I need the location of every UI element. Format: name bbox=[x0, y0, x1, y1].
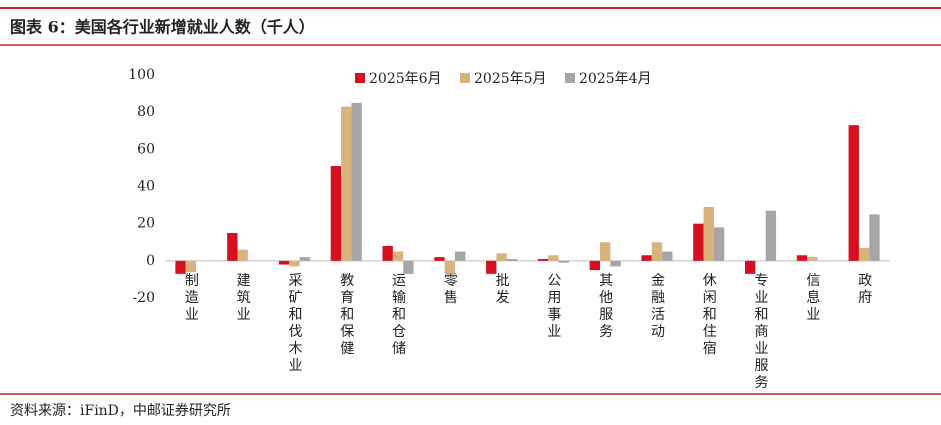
bar bbox=[745, 260, 756, 274]
chart-title: 图表 6：美国各行业新增就业人数（千人） bbox=[10, 18, 315, 37]
x-tick-label: 制造业 bbox=[183, 273, 199, 324]
bar bbox=[693, 223, 704, 261]
bar bbox=[299, 257, 310, 261]
bar bbox=[486, 260, 497, 274]
bar bbox=[403, 260, 414, 274]
bar bbox=[434, 257, 445, 261]
bar bbox=[455, 251, 466, 261]
legend-label: 2025年6月 bbox=[369, 71, 442, 87]
bar bbox=[351, 102, 362, 261]
y-tick-label: 20 bbox=[137, 216, 155, 232]
x-tick-label: 其他服务 bbox=[597, 273, 613, 341]
bar bbox=[600, 242, 611, 261]
x-tick-label: 零售 bbox=[442, 273, 458, 307]
y-tick-label: 100 bbox=[128, 67, 155, 83]
bar bbox=[765, 210, 777, 261]
x-tick-label: 专业和商业服务 bbox=[753, 273, 769, 392]
x-tick-label: 金融活动 bbox=[649, 273, 665, 341]
y-tick-label: -20 bbox=[132, 290, 155, 306]
bar bbox=[807, 257, 818, 261]
x-tick-label: 公用事业 bbox=[545, 273, 561, 341]
source: 资料来源：iFinD，中邮证券研究所 bbox=[10, 403, 231, 419]
legend-label: 2025年5月 bbox=[474, 71, 547, 87]
bar bbox=[382, 245, 393, 261]
y-tick-label: 60 bbox=[137, 141, 155, 157]
bar bbox=[237, 249, 248, 261]
bar bbox=[289, 260, 300, 267]
bar bbox=[713, 227, 725, 261]
bar bbox=[392, 251, 404, 261]
x-tick-label: 信息业 bbox=[804, 273, 820, 324]
bar bbox=[496, 253, 507, 261]
legend-swatch bbox=[565, 73, 575, 83]
bar bbox=[278, 260, 290, 265]
y-tick-label: 0 bbox=[146, 253, 155, 269]
bar bbox=[641, 255, 652, 261]
bar bbox=[330, 166, 342, 261]
bar bbox=[558, 260, 569, 263]
bar bbox=[858, 247, 870, 261]
bar bbox=[589, 260, 600, 271]
x-tick-label: 采矿和伐木业 bbox=[286, 273, 302, 375]
x-tick-label: 建筑业 bbox=[235, 273, 251, 324]
bar bbox=[610, 260, 621, 267]
bar bbox=[506, 258, 518, 261]
bar bbox=[537, 258, 549, 261]
x-tick-label: 休闲和住宿 bbox=[701, 273, 717, 358]
bar bbox=[796, 255, 808, 261]
legend-swatch bbox=[460, 73, 470, 83]
bar bbox=[175, 260, 186, 274]
legend-swatch bbox=[355, 73, 365, 83]
bar bbox=[848, 125, 859, 261]
bar bbox=[227, 232, 238, 261]
bar bbox=[341, 106, 352, 261]
x-tick-label: 运输和仓储 bbox=[390, 273, 406, 358]
bar bbox=[548, 255, 559, 261]
bar bbox=[444, 260, 455, 274]
bar bbox=[651, 242, 663, 261]
bar bbox=[662, 251, 673, 261]
y-tick-label: 40 bbox=[137, 179, 155, 195]
bar bbox=[703, 206, 714, 261]
bar bbox=[185, 260, 197, 272]
legend-label: 2025年4月 bbox=[579, 71, 652, 87]
x-tick-label: 政府 bbox=[856, 273, 872, 307]
x-tick-label: 教育和保健 bbox=[338, 273, 354, 358]
x-tick-label: 批发 bbox=[494, 273, 510, 307]
bar bbox=[869, 214, 880, 261]
y-tick-label: 80 bbox=[137, 104, 155, 120]
